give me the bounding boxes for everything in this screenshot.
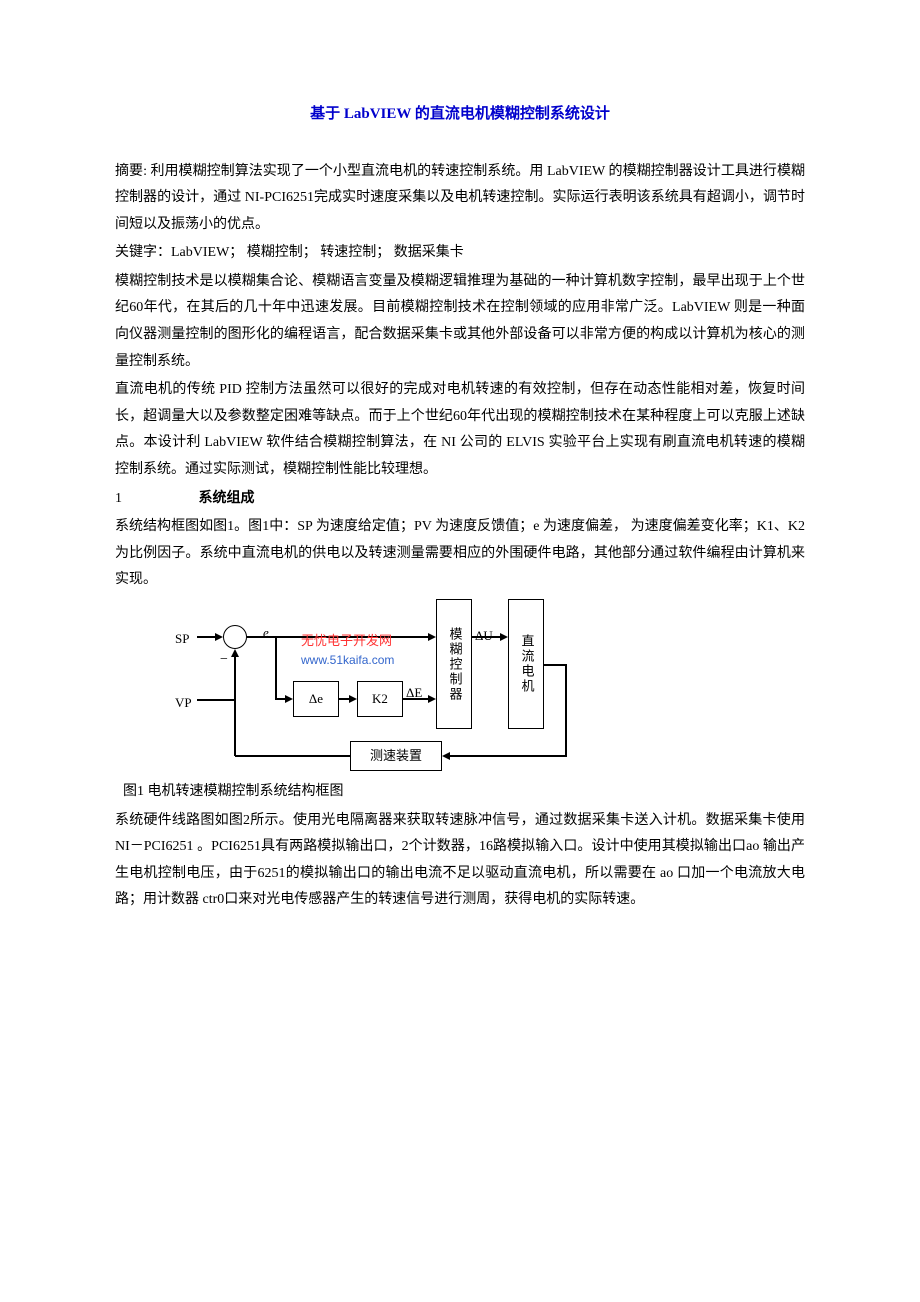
line-feedback-v [234,656,236,756]
line-fuzzy-motor [472,636,502,638]
section-1-number: 1 [115,486,195,513]
keywords-line: 关键字：LabVIEW； 模糊控制； 转速控制； 数据采集卡 [115,240,805,267]
line-feedback-h [235,755,350,757]
summing-junction [223,625,247,649]
fuzzy-controller-text: 模糊控制器 [446,627,463,702]
line-sp [197,636,217,638]
line-vp-tick [197,699,235,701]
dc-motor-box: 直流电机 [508,599,544,729]
vp-label: VP [175,691,192,716]
arrow-k2-fuzzy [428,695,436,703]
abstract-paragraph: 摘要: 利用模糊控制算法实现了一个小型直流电机的转速控制系统。用 LabVIEW… [115,159,805,239]
section-1-paragraph-1: 系统结构框图如图1。图1中：SP 为速度给定值；PV 为速度反馈值；e 为速度偏… [115,514,805,594]
arrow-to-speed [442,752,450,760]
line-branch-down [275,636,277,699]
line-motor-out [544,664,566,666]
fuzzy-controller-box: 模糊控制器 [436,599,472,729]
section-1-paragraph-2: 系统硬件线路图如图2所示。使用光电隔离器来获取转速脉冲信号，通过数据采集卡送入计… [115,808,805,914]
arrow-feedback [231,649,239,657]
watermark-blue: www.51kaifa.com [301,649,394,672]
document-title: 基于 LabVIEW 的直流电机模糊控制系统设计 [115,100,805,129]
arrow-to-de [285,695,293,703]
line-k2-fuzzy [403,698,430,700]
k2-box: K2 [357,681,403,717]
line-motor-down [565,664,567,756]
arrow-sp [215,633,223,641]
delta-e-cap-label: ΔE [406,681,422,706]
figure-1-caption: 图1 电机转速模糊控制系统结构框图 [115,779,805,806]
section-1-header: 1 系统组成 [115,486,805,513]
dc-motor-text: 直流电机 [518,634,535,694]
sp-label: SP [175,627,189,652]
arrow-e-top [428,633,436,641]
intro-paragraph-1: 模糊控制技术是以模糊集合论、模糊语言变量及模糊逻辑推理为基础的一种计算机数字控制… [115,269,805,375]
section-1-title: 系统组成 [199,491,255,506]
intro-paragraph-2: 直流电机的传统 PID 控制方法虽然可以很好的完成对电机转速的有效控制，但存在动… [115,377,805,483]
figure-1-diagram: SP VP − e Δe K2 ΔE 模糊控制器 ΔU 直流电机 [175,599,595,774]
line-to-speed [450,755,567,757]
minus-sign: − [220,647,228,674]
speed-device-box: 测速装置 [350,741,442,771]
arrow-de-k2 [349,695,357,703]
e-label: e [263,621,269,646]
arrow-fuzzy-motor [500,633,508,641]
delta-e-box: Δe [293,681,339,717]
